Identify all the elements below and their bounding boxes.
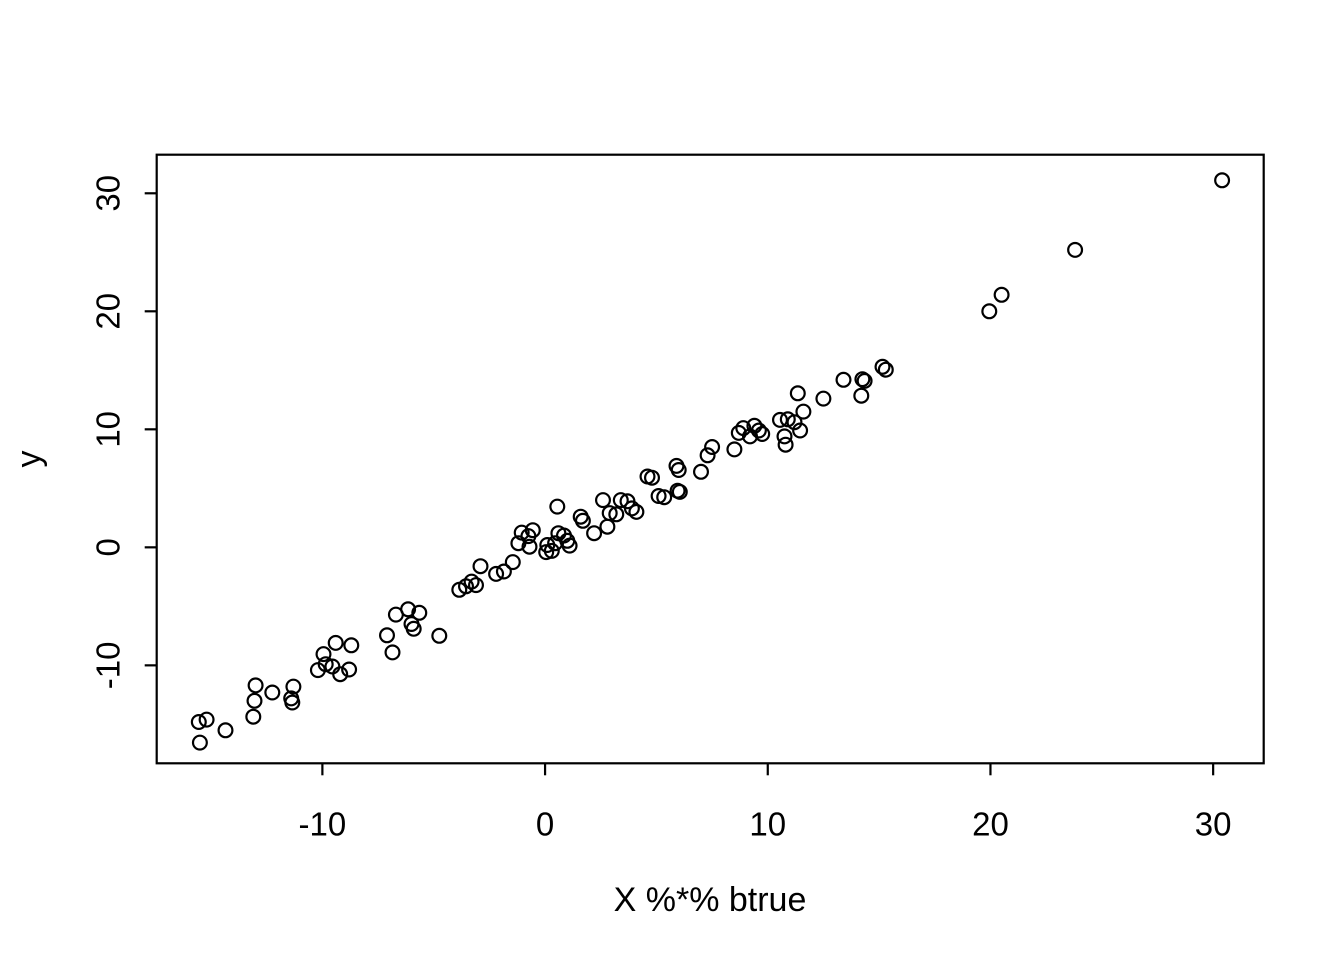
data-point <box>343 637 360 654</box>
data-point <box>247 677 264 694</box>
data-point <box>853 387 870 404</box>
data-point <box>656 489 673 506</box>
data-point <box>543 542 560 559</box>
data-point <box>704 439 721 456</box>
data-point <box>594 492 611 509</box>
data-point <box>599 518 616 535</box>
x-axis-tick-labels: -10 0 10 20 30 <box>299 805 1232 842</box>
data-point <box>993 286 1010 303</box>
data-point <box>285 678 302 695</box>
data-point <box>561 537 578 554</box>
data-point <box>1067 241 1084 258</box>
data-point <box>574 512 591 529</box>
data-point <box>730 424 747 441</box>
data-point <box>835 371 852 388</box>
data-point <box>245 708 262 725</box>
data-point <box>488 565 505 582</box>
y-tick-label: 20 <box>90 293 127 330</box>
data-points <box>190 172 1231 751</box>
data-point <box>854 371 871 388</box>
plot-border <box>155 153 1265 765</box>
data-point <box>191 734 208 751</box>
data-point <box>777 436 794 453</box>
data-point <box>524 522 541 539</box>
data-point <box>786 414 803 431</box>
data-point <box>400 601 417 618</box>
data-point <box>692 463 709 480</box>
x-axis-ticks <box>321 763 1215 776</box>
data-point <box>472 558 489 575</box>
y-tick-label: 0 <box>90 538 127 556</box>
data-point <box>612 492 629 509</box>
data-point <box>726 441 743 458</box>
data-point <box>510 535 527 552</box>
data-point <box>877 361 894 378</box>
data-point <box>504 554 521 571</box>
y-axis-title: y <box>10 451 48 468</box>
y-tick-label: 30 <box>90 175 127 212</box>
data-point <box>586 525 603 542</box>
data-point <box>384 644 401 661</box>
data-point <box>463 573 480 590</box>
data-point <box>776 428 793 445</box>
data-point <box>1214 172 1231 189</box>
data-point <box>699 447 716 464</box>
x-tick-label: 30 <box>1195 805 1232 842</box>
x-tick-label: 10 <box>749 805 786 842</box>
y-tick-label: 10 <box>90 411 127 448</box>
data-point <box>628 503 645 520</box>
data-point <box>754 426 771 443</box>
data-point <box>521 538 538 555</box>
data-point <box>190 713 207 730</box>
data-point <box>815 390 832 407</box>
data-point <box>549 498 566 515</box>
x-axis-title: X %*% btrue <box>614 881 807 919</box>
data-point <box>750 422 767 439</box>
data-point <box>327 634 344 651</box>
data-point <box>874 358 891 375</box>
data-point <box>792 422 809 439</box>
data-point <box>264 684 281 701</box>
data-point <box>405 620 422 637</box>
data-point <box>341 661 358 678</box>
y-axis-tick-labels: -10 0 10 20 30 <box>90 175 127 689</box>
data-point <box>431 627 448 644</box>
x-tick-label: -10 <box>299 805 347 842</box>
data-point <box>332 666 349 683</box>
y-tick-label: -10 <box>90 641 127 689</box>
x-tick-label: 0 <box>536 805 554 842</box>
data-point <box>795 403 812 420</box>
data-point <box>608 506 625 523</box>
data-point <box>379 627 396 644</box>
data-point <box>198 711 215 728</box>
data-point <box>671 483 688 500</box>
data-point <box>468 577 485 594</box>
y-axis-ticks <box>144 192 157 667</box>
data-point <box>643 469 660 486</box>
data-point <box>217 722 234 739</box>
data-point <box>601 505 618 522</box>
data-point <box>981 303 998 320</box>
data-point <box>495 563 512 580</box>
x-tick-label: 20 <box>972 805 1009 842</box>
data-point <box>411 604 428 621</box>
data-point <box>284 694 301 711</box>
data-point <box>317 656 334 673</box>
data-point <box>246 692 263 709</box>
data-point <box>856 372 873 389</box>
data-point <box>789 385 806 402</box>
data-point <box>623 500 640 517</box>
data-point <box>670 462 687 479</box>
data-point <box>315 646 332 663</box>
